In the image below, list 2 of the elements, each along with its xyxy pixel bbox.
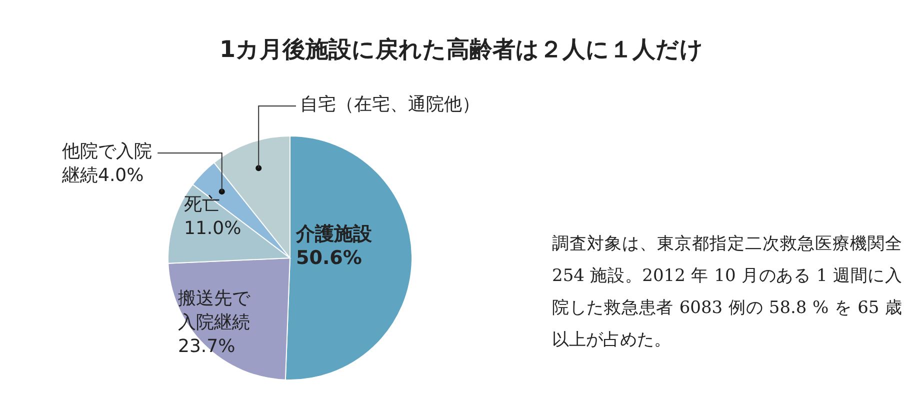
annotation: 調査対象は、東京都指定二次救急医療機関全 254 施設。2012 年 10 月のある 1 週間に入院した救急患者 6083 例の 58.8 % を 65 歳以上が占めた。: [552, 233, 902, 352]
title: 1カ月後施設に戻れた高齢者は２人に１人だけ: [218, 38, 704, 62]
